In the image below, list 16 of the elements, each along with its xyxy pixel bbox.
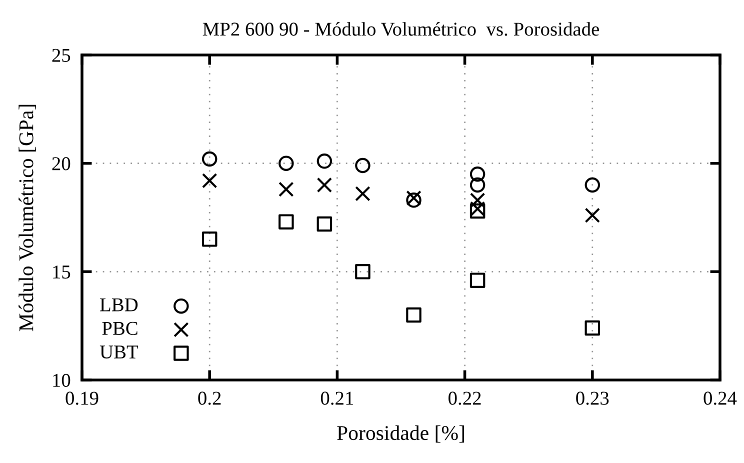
x-tick-label: 0.22 — [448, 392, 481, 405]
x-tick-label: 0.2 — [198, 392, 221, 405]
x-tick-label: 0.19 — [66, 392, 98, 405]
chart-title: MP2 600 90 - Módulo Volumétrico vs. Porosidade — [202, 22, 600, 36]
y-axis-title: Módulo Volumétrico [GPa] — [18, 104, 36, 332]
x-axis-title: Porosidade [%] — [337, 425, 464, 443]
legend-label: UBT — [100, 346, 138, 359]
y-tick-label: 25 — [52, 48, 70, 62]
legend-label: PBC — [102, 322, 138, 335]
y-tick-label: 10 — [53, 374, 70, 387]
x-tick-label: 0.21 — [320, 392, 354, 405]
x-tick-label: 0.23 — [576, 392, 609, 405]
y-tick-label: 20 — [52, 157, 70, 170]
y-tick-label: 15 — [53, 266, 70, 279]
legend-label: LBD — [100, 298, 138, 312]
x-tick-label: 0.24 — [704, 392, 737, 405]
